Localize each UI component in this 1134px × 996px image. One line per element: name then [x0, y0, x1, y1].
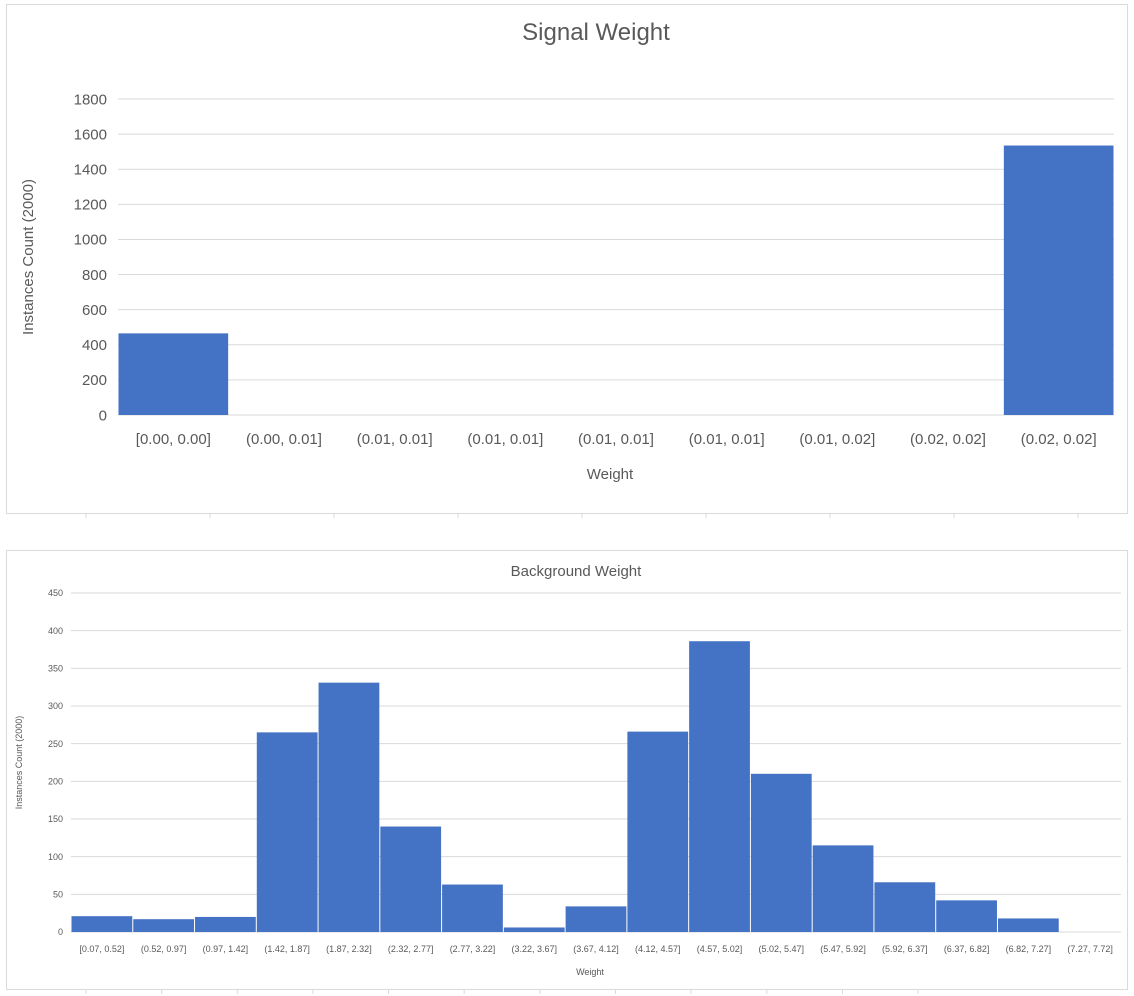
background-bar	[133, 919, 195, 932]
signal-y-tick-label: 1400	[74, 161, 107, 178]
background-bar	[997, 918, 1059, 932]
signal-y-tick-label: 0	[99, 407, 107, 424]
background-y-tick-label: 250	[48, 739, 63, 749]
background-x-tick-label: (0.97, 1.42]	[203, 944, 249, 954]
background-y-tick-label: 400	[48, 626, 63, 636]
background-y-tick-label: 200	[48, 776, 63, 786]
background-bar	[936, 900, 997, 932]
background-x-tick-label: (2.32, 2.77]	[388, 944, 434, 954]
background-y-tick-label: 0	[58, 927, 63, 937]
background-y-tick-label: 100	[48, 852, 63, 862]
signal-y-tick-label: 1600	[74, 126, 107, 143]
background-bar	[627, 731, 689, 932]
background-bar	[442, 884, 503, 932]
background-bar	[71, 916, 133, 932]
background-x-tick-label: (4.12, 4.57]	[635, 944, 681, 954]
signal-x-tick-label: (0.01, 0.02]	[799, 431, 875, 448]
background-x-tick-label: (5.47, 5.92]	[820, 944, 866, 954]
background-bar	[874, 882, 936, 932]
background-bar	[812, 845, 874, 932]
background-bar	[380, 826, 442, 932]
background-x-axis-label: Weight	[576, 967, 604, 977]
background-y-tick-label: 350	[48, 663, 63, 673]
background-x-tick-label: (6.82, 7.27]	[1006, 944, 1052, 954]
signal-y-tick-label: 600	[82, 302, 107, 319]
signal-x-tick-label: (0.00, 0.01]	[246, 431, 322, 448]
background-x-tick-label: (1.87, 2.32]	[326, 944, 372, 954]
background-x-tick-label: (0.52, 0.97]	[141, 944, 187, 954]
background-y-tick-label: 450	[48, 588, 63, 598]
signal-y-tick-label: 800	[82, 267, 107, 284]
signal-x-tick-label: (0.01, 0.01]	[467, 431, 543, 448]
background-bar	[318, 682, 380, 932]
signal-x-tick-label: (0.02, 0.02]	[910, 431, 986, 448]
background-bar	[565, 906, 627, 932]
signal-x-tick-label: (0.01, 0.01]	[689, 431, 765, 448]
signal-x-tick-label: (0.02, 0.02]	[1021, 431, 1097, 448]
background-bar	[195, 916, 256, 932]
background-y-axis-label: Instances Count (2000)	[14, 716, 24, 810]
background-x-tick-label: (5.02, 5.47]	[759, 944, 805, 954]
signal-weight-chart	[6, 4, 1128, 514]
signal-bar	[1003, 145, 1114, 415]
background-x-tick-label: [0.07, 0.52]	[79, 944, 124, 954]
background-x-tick-label: (6.37, 6.82]	[944, 944, 990, 954]
background-bar	[503, 927, 565, 932]
background-x-tick-label: (7.27, 7.72]	[1067, 944, 1113, 954]
signal-y-tick-label: 1800	[74, 91, 107, 108]
signal-x-tick-label: [0.00, 0.00]	[136, 431, 211, 448]
signal-x-tick-label: (0.01, 0.01]	[357, 431, 433, 448]
signal-y-tick-label: 200	[82, 372, 107, 389]
background-x-tick-label: (4.57, 5.02]	[697, 944, 743, 954]
background-bar	[750, 773, 812, 932]
signal-bar	[118, 333, 229, 415]
signal-x-tick-label: (0.01, 0.01]	[578, 431, 654, 448]
signal-y-tick-label: 1200	[74, 197, 107, 214]
background-x-tick-label: (3.67, 4.12]	[573, 944, 619, 954]
background-x-tick-label: (3.22, 3.67]	[511, 944, 557, 954]
background-y-tick-label: 150	[48, 814, 63, 824]
background-x-tick-label: (5.92, 6.37]	[882, 944, 928, 954]
background-x-tick-label: (1.42, 1.87]	[264, 944, 310, 954]
signal-y-axis-label: Instances Count (2000)	[20, 179, 37, 335]
background-y-tick-label: 50	[53, 889, 63, 899]
background-y-tick-label: 300	[48, 701, 63, 711]
background-chart-title: Background Weight	[511, 563, 642, 580]
background-bar	[689, 641, 750, 932]
signal-x-axis-label: Weight	[587, 466, 634, 483]
signal-y-tick-label: 400	[82, 337, 107, 354]
background-x-tick-label: (2.77, 3.22]	[450, 944, 496, 954]
signal-chart-title: Signal Weight	[522, 19, 670, 46]
background-bar	[256, 732, 318, 932]
signal-y-tick-label: 1000	[74, 232, 107, 249]
